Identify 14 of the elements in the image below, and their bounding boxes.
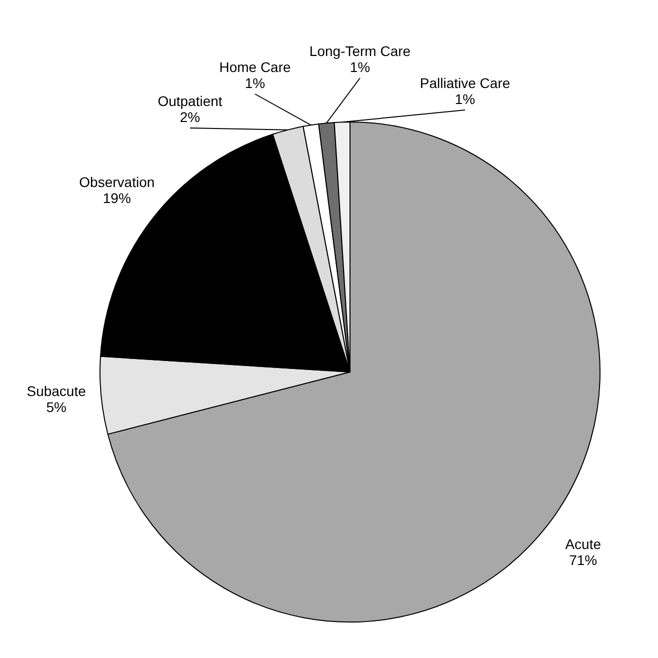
data-label: 1% <box>244 75 266 91</box>
slice-label: Long-Term Care <box>309 43 411 59</box>
data-label: 19% <box>102 190 131 206</box>
data-label: 1% <box>454 91 476 107</box>
slice-label: Acute <box>565 536 602 552</box>
data-label: 71% <box>569 552 598 568</box>
slice-label: Observation <box>79 174 155 190</box>
data-label: 1% <box>350 59 370 75</box>
slice-label: Palliative Care <box>420 75 510 91</box>
data-label: 5% <box>46 398 66 415</box>
slice-label: Subacute <box>26 382 86 399</box>
data-label: 2% <box>180 109 200 125</box>
slice-label: Home Care <box>219 59 291 75</box>
slice-label: Outpatient <box>158 93 222 109</box>
